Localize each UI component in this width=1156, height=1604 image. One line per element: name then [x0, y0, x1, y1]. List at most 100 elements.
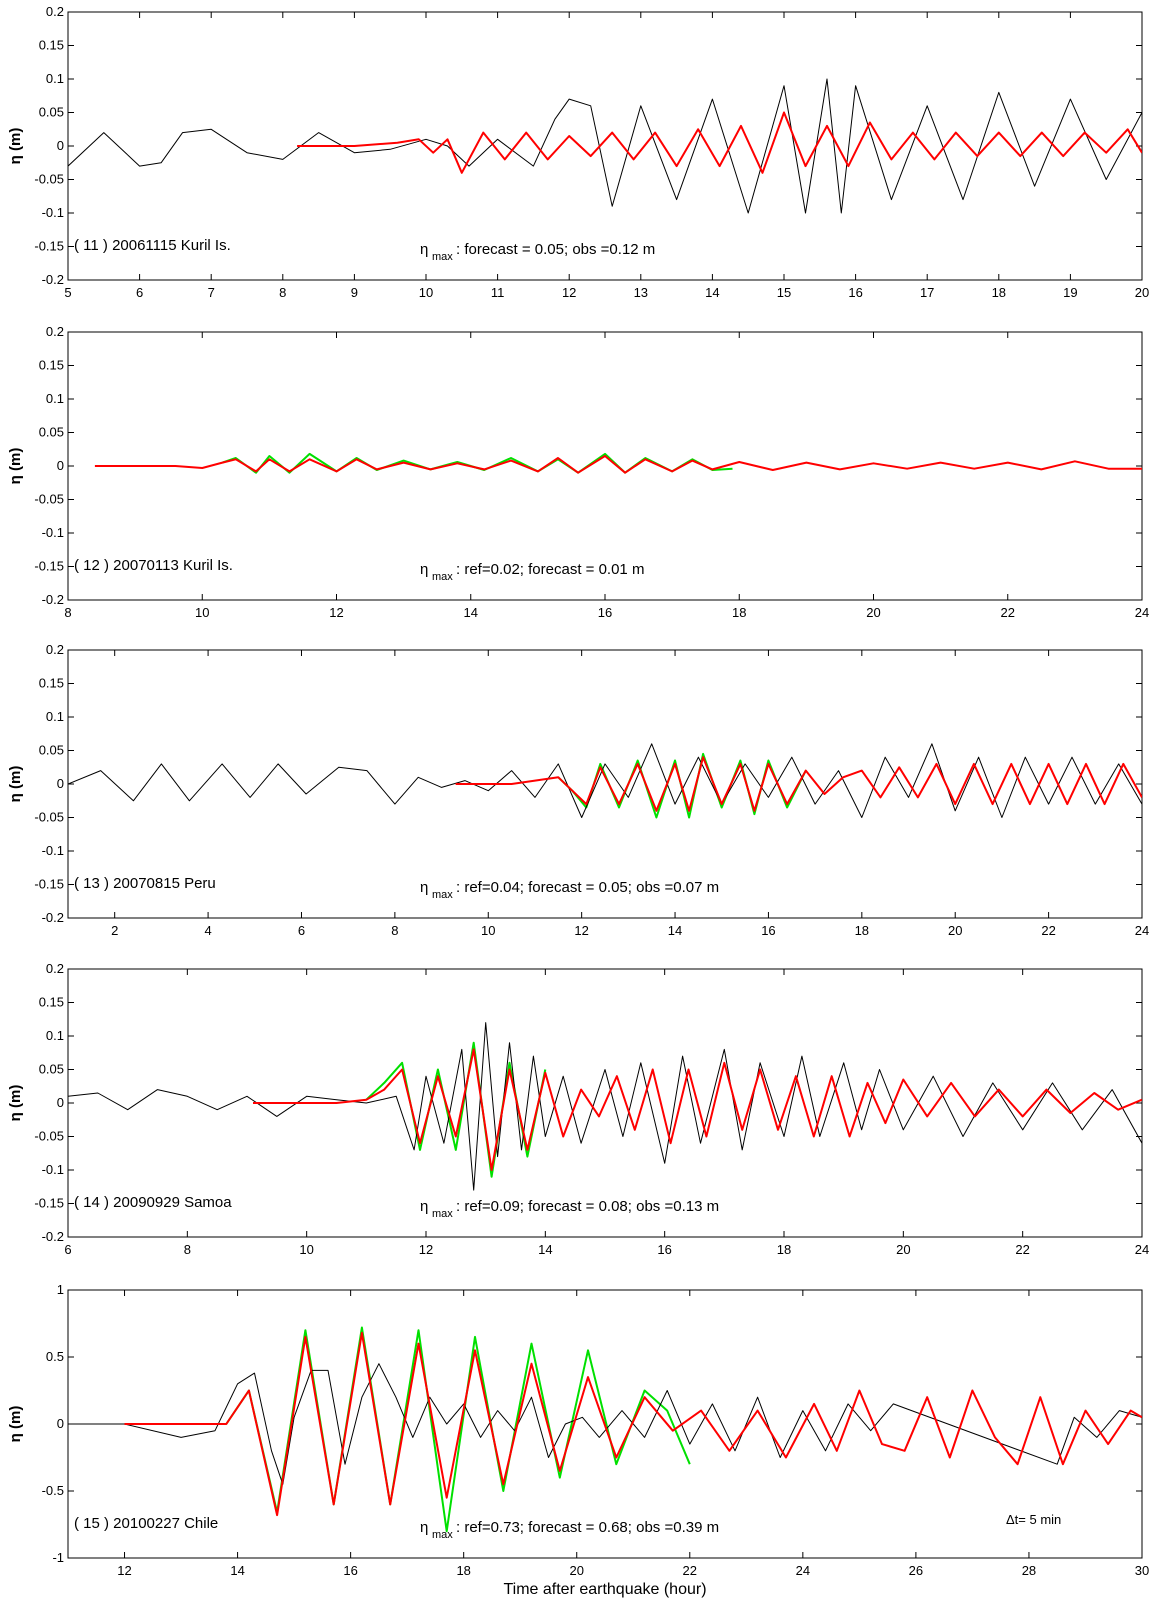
forecast-series-line: [124, 1331, 1142, 1517]
y-tick-label: 0: [57, 1095, 64, 1110]
x-tick-label: 24: [1135, 923, 1149, 938]
x-tick-label: 8: [184, 1242, 191, 1257]
x-tick-label: 18: [732, 605, 746, 620]
x-tick-label: 22: [1041, 923, 1055, 938]
y-tick-label: -0.15: [34, 559, 64, 574]
forecast-series-line: [455, 756, 1142, 812]
x-tick-label: 20: [1135, 285, 1149, 300]
x-tick-label: 8: [64, 605, 71, 620]
x-tick-label: 6: [298, 923, 305, 938]
eta-symbol: η: [420, 1519, 428, 1536]
panel-label: ( 12 ) 20070113 Kuril Is.: [74, 557, 233, 574]
x-tick-label: 12: [562, 285, 576, 300]
x-tick-label: 20: [866, 605, 880, 620]
reference-series-line: [225, 1326, 691, 1533]
y-tick-label: 0.15: [39, 358, 64, 373]
x-tick-label: 7: [208, 285, 215, 300]
plot-frame: [67, 649, 1143, 919]
x-tick-label: 22: [1015, 1242, 1029, 1257]
x-tick-label: 20: [570, 1563, 584, 1578]
y-tick-label: -0.5: [42, 1483, 64, 1498]
x-tick-label: 17: [920, 285, 934, 300]
x-tick-label: 18: [456, 1563, 470, 1578]
forecast-series-line: [297, 111, 1142, 174]
x-tick-label: 10: [419, 285, 433, 300]
observed-series-line: [68, 1022, 1142, 1191]
x-tick-label: 30: [1135, 1563, 1149, 1578]
y-tick-label: 0.05: [39, 425, 64, 440]
x-tick-label: 10: [195, 605, 209, 620]
y-tick-label: 0.5: [46, 1349, 64, 1364]
x-tick-label: 10: [481, 923, 495, 938]
y-axis-label: η (m): [7, 766, 24, 803]
x-tick-label: 22: [1001, 605, 1015, 620]
y-tick-label: 0: [57, 138, 64, 153]
x-tick-label: 2: [111, 923, 118, 938]
y-axis-label: η (m): [7, 1085, 24, 1122]
y-tick-label: -0.2: [42, 1229, 64, 1244]
x-tick-label: 16: [848, 285, 862, 300]
panel-label: ( 13 ) 20070815 Peru: [74, 875, 216, 892]
y-tick-label: 0.1: [46, 71, 64, 86]
x-tick-label: 14: [230, 1563, 244, 1578]
y-axis-label: η (m): [7, 128, 24, 165]
x-tick-label: 28: [1022, 1563, 1036, 1578]
y-tick-label: -0.15: [34, 877, 64, 892]
y-tick-label: -1: [52, 1550, 64, 1565]
y-tick-label: 0: [57, 458, 64, 473]
x-tick-label: 12: [574, 923, 588, 938]
y-tick-label: 0.05: [39, 743, 64, 758]
panel-5: -1 -0.5 0 0.5 1 12 14 16 18 20 22 24 26 28 30 η (m) ( 15…: [7, 1282, 1149, 1578]
eta-symbol: η: [420, 1198, 428, 1215]
panel-4: -0.2 -0.15 -0.1 -0.05 0 0.05 0.1 0.15 0.2 6 8 10 12 1…: [7, 961, 1149, 1257]
y-tick-label: 0.1: [46, 391, 64, 406]
x-tick-label: 24: [796, 1563, 810, 1578]
y-tick-label: 0: [57, 776, 64, 791]
x-tick-label: 20: [948, 923, 962, 938]
y-tick-label: 0.2: [46, 4, 64, 19]
forecast-series-line: [253, 1048, 1142, 1171]
y-tick-label: 0.15: [39, 995, 64, 1010]
x-tick-label: 14: [668, 923, 682, 938]
y-tick-label: -0.1: [42, 843, 64, 858]
sampling-interval-note: Δt= 5 min: [1006, 1512, 1061, 1527]
eta-symbol: η: [420, 561, 428, 578]
y-tick-label: -0.2: [42, 910, 64, 925]
eta-subscript: max: [432, 889, 453, 901]
eta-max-values: : ref=0.09; forecast = 0.08; obs =0.13 m: [456, 1198, 719, 1215]
x-tick-label: 9: [351, 285, 358, 300]
eta-max-values: : ref=0.73; forecast = 0.68; obs =0.39 m: [456, 1519, 719, 1536]
observed-series-line: [68, 1363, 1142, 1485]
y-axis-label: η (m): [7, 1406, 24, 1443]
x-tick-label: 16: [598, 605, 612, 620]
x-tick-label: 12: [117, 1563, 131, 1578]
y-tick-label: 1: [57, 1282, 64, 1297]
x-tick-label: 16: [761, 923, 775, 938]
y-tick-label: 0.2: [46, 324, 64, 339]
x-tick-label: 16: [657, 1242, 671, 1257]
eta-subscript: max: [432, 571, 453, 583]
x-tick-label: 22: [683, 1563, 697, 1578]
x-tick-label: 10: [299, 1242, 313, 1257]
y-tick-label: 0.2: [46, 642, 64, 657]
y-tick-label: 0: [57, 1416, 64, 1431]
y-axis-label: η (m): [7, 448, 24, 485]
forecast-series-line: [94, 455, 1142, 474]
y-tick-label: -0.2: [42, 272, 64, 287]
eta-max-values: : forecast = 0.05; obs =0.12 m: [456, 241, 655, 258]
panel-1: -0.2 -0.15 -0.1 -0.05 0 0.05 0.1 0.15 0.2 5 6 7 8 9 10…: [7, 4, 1149, 300]
x-tick-label: 26: [909, 1563, 923, 1578]
y-tick-label: -0.1: [42, 205, 64, 220]
x-tick-label: 6: [136, 285, 143, 300]
y-tick-label: -0.15: [34, 239, 64, 254]
x-tick-label: 8: [391, 923, 398, 938]
y-tick-label: -0.05: [34, 810, 64, 825]
eta-subscript: max: [432, 1208, 453, 1220]
observed-series-line: [68, 78, 1142, 214]
eta-max-values: : ref=0.02; forecast = 0.01 m: [456, 561, 644, 578]
x-tick-label: 20: [896, 1242, 910, 1257]
eta-subscript: max: [432, 251, 453, 263]
y-tick-label: -0.05: [34, 1129, 64, 1144]
